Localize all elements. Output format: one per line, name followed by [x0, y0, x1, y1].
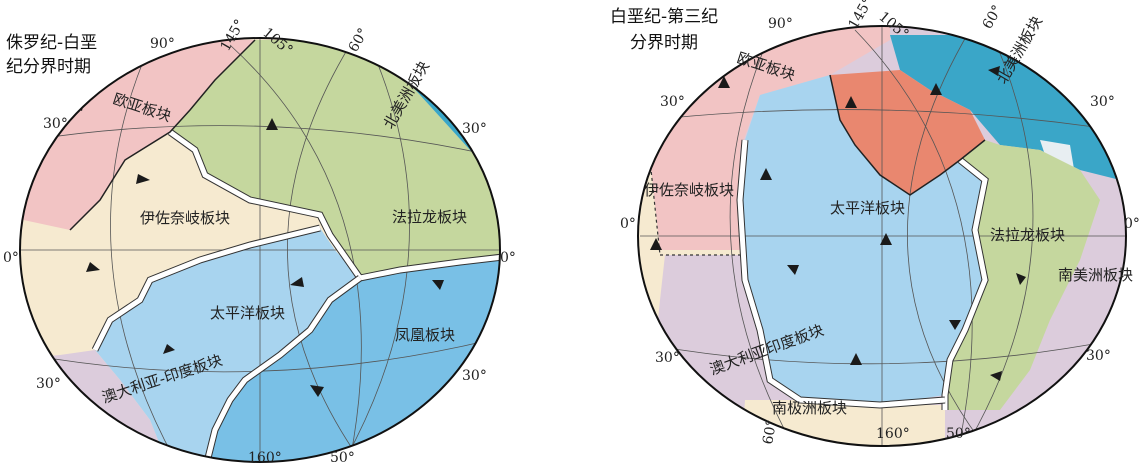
right-pacific-region	[740, 75, 985, 405]
right-farallon-region	[945, 140, 1100, 410]
left-label-phoenix: 凤凰板块	[395, 326, 455, 344]
right-grid-label-0-right: 0°	[1124, 216, 1140, 232]
right-grid-label-30s-right: 30°	[1086, 348, 1111, 364]
right-grid-label-0-left: 0°	[620, 216, 636, 232]
right-map-title-line1: 白垩纪-第三纪	[610, 7, 718, 27]
left-map: 欧亚板块 伊佐奈岐板块 法拉龙板块 北美洲板块 太平洋板块 凤凰板块 澳大利亚-…	[3, 17, 516, 466]
right-map-title-line2: 分界时期	[630, 33, 698, 53]
left-grid-label-30s-left: 30°	[36, 376, 61, 392]
right-grid-label-160: 160°	[876, 426, 910, 442]
left-grid-label-30s-right: 30°	[462, 368, 487, 384]
right-label-pacific: 太平洋板块	[830, 199, 905, 217]
left-label-pacific: 太平洋板块	[210, 304, 285, 322]
right-map-outline	[637, 25, 1127, 447]
left-grid-label-60: 60°	[346, 25, 372, 55]
right-grid-label-60-bottom: 60°	[760, 418, 780, 445]
right-plate-boundaries	[649, 74, 989, 410]
right-grid-label-30s-left: 30°	[655, 350, 680, 366]
left-grid-label-90: 90°	[150, 36, 175, 52]
left-map-title-line1: 侏罗纪-白垩	[6, 33, 97, 53]
right-map: 欧亚板块 北美洲板块 伊佐奈岐板块 太平洋板块 法拉龙板块 南美洲板块 澳大利亚…	[610, 0, 1140, 447]
left-grid-label-0-left: 0°	[3, 250, 19, 266]
left-graticule	[20, 38, 500, 462]
right-antarctica-region	[740, 400, 945, 446]
left-map-title-line2: 纪分界时期	[6, 57, 91, 77]
left-grid-label-30n-left: 30°	[43, 116, 68, 132]
right-label-farallon: 法拉龙板块	[990, 226, 1065, 244]
right-label-izanagi: 伊佐奈岐板块	[644, 181, 734, 199]
left-farallon-region	[170, 40, 500, 278]
left-pacific-region	[95, 228, 360, 462]
right-kula-region	[830, 70, 985, 195]
left-grid-label-30n-right: 30°	[462, 121, 487, 137]
left-label-farallon: 法拉龙板块	[392, 208, 467, 226]
right-grid-label-30n-left: 30°	[660, 94, 685, 110]
left-map-outline	[19, 37, 501, 463]
right-grid-label-30n-right: 30°	[1090, 94, 1115, 110]
left-grid-label-50: 50°	[330, 450, 355, 466]
right-grid-label-60: 60°	[980, 2, 1006, 32]
left-grid-label-160: 160°	[248, 450, 282, 466]
right-grid-label-50: 50°	[946, 426, 971, 442]
right-label-antarctica: 南极洲板块	[772, 399, 847, 417]
right-label-south-america: 南美洲板块	[1058, 266, 1133, 284]
right-izanagi-region	[638, 150, 740, 255]
left-plate-boundaries	[69, 39, 500, 462]
left-grid-label-0-right: 0°	[500, 250, 516, 266]
right-grid-label-90: 90°	[768, 16, 793, 32]
right-motion-arrows	[650, 66, 1026, 381]
left-label-izanagi: 伊佐奈岐板块	[140, 209, 230, 227]
